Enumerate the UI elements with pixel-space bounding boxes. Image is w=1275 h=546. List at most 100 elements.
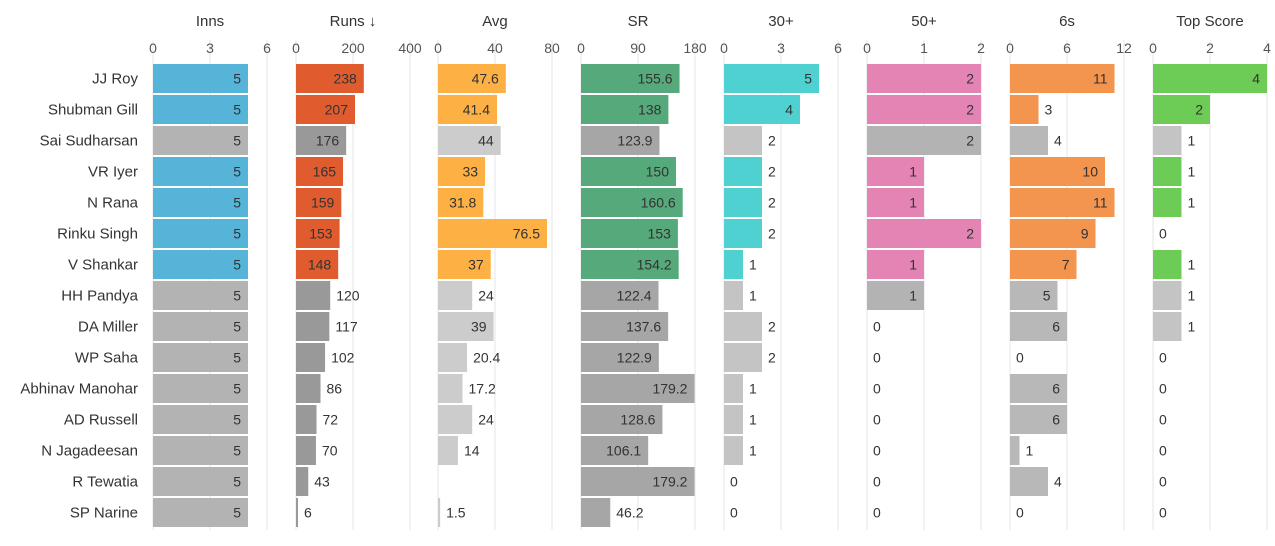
tick-label-sr-1: 90 xyxy=(630,40,646,56)
bar-label-30-ad-russell: 1 xyxy=(749,412,757,428)
bar-label-inns-jj-roy: 5 xyxy=(233,71,241,87)
tick-label-50-0: 0 xyxy=(863,40,871,56)
bar-label-30-da-miller: 2 xyxy=(768,319,776,335)
row-label-r-tewatia: R Tewatia xyxy=(72,474,138,491)
bar-50-vr-iyer xyxy=(867,157,924,186)
bar-label-top-score-wp-saha: 0 xyxy=(1159,350,1167,366)
bar-label-avg-da-miller: 39 xyxy=(471,319,487,335)
bar-inns-sp-narine xyxy=(153,498,248,527)
bar-label-50-ad-russell: 0 xyxy=(873,412,881,428)
bar-label-top-score-da-miller: 1 xyxy=(1188,319,1196,335)
bar-label-top-score-hh-pandya: 1 xyxy=(1188,288,1196,304)
bar-label-50-da-miller: 0 xyxy=(873,319,881,335)
bar-label-avg-wp-saha: 20.4 xyxy=(473,350,500,366)
bar-label-top-score-ad-russell: 0 xyxy=(1159,412,1167,428)
bar-avg-n-jagadeesan xyxy=(438,436,458,465)
bar-sr-jj-roy xyxy=(581,64,680,93)
bar-label-6s-jj-roy: 11 xyxy=(1093,71,1108,87)
bar-runs-r-tewatia xyxy=(296,467,309,496)
bar-label-top-score-n-rana: 1 xyxy=(1188,195,1196,211)
bar-6s-abhinav-manohar xyxy=(1010,374,1067,403)
bar-runs-hh-pandya xyxy=(296,281,331,310)
row-label-abhinav-manohar: Abhinav Manohar xyxy=(20,381,138,398)
bar-label-top-score-vr-iyer: 1 xyxy=(1188,164,1196,180)
tick-label-top-score-2: 4 xyxy=(1263,40,1271,56)
bar-inns-r-tewatia xyxy=(153,467,248,496)
bar-50-jj-roy xyxy=(867,64,981,93)
bar-label-runs-n-rana: 159 xyxy=(311,195,335,211)
bar-sr-sp-narine xyxy=(581,498,611,527)
bar-label-top-score-jj-roy: 4 xyxy=(1252,71,1260,87)
bar-6s-jj-roy xyxy=(1010,64,1115,93)
bar-avg-da-miller xyxy=(438,312,494,341)
bar-50-hh-pandya xyxy=(867,281,924,310)
tick-label-avg-0: 0 xyxy=(434,40,442,56)
tick-label-sr-0: 0 xyxy=(577,40,585,56)
bar-runs-wp-saha xyxy=(296,343,326,372)
bar-50-rinku-singh xyxy=(867,219,981,248)
bar-6s-n-rana xyxy=(1010,188,1115,217)
bar-label-sr-shubman-gill: 138 xyxy=(638,102,662,118)
bar-label-6s-v-shankar: 7 xyxy=(1062,257,1070,273)
bar-sr-da-miller xyxy=(581,312,669,341)
bar-label-runs-wp-saha: 102 xyxy=(331,350,355,366)
bar-label-30-hh-pandya: 1 xyxy=(749,288,757,304)
bar-30-shubman-gill xyxy=(724,95,800,124)
bar-6s-shubman-gill xyxy=(1010,95,1039,124)
bar-runs-n-jagadeesan xyxy=(296,436,316,465)
bar-sr-hh-pandya xyxy=(581,281,659,310)
bar-label-sr-abhinav-manohar: 179.2 xyxy=(652,381,687,397)
row-label-hh-pandya: HH Pandya xyxy=(61,288,138,305)
bar-runs-sai-sudharsan xyxy=(296,126,347,155)
bar-label-50-n-rana: 1 xyxy=(909,195,917,211)
bar-label-runs-abhinav-manohar: 86 xyxy=(327,381,343,397)
bar-label-top-score-v-shankar: 1 xyxy=(1188,257,1196,273)
bar-avg-shubman-gill xyxy=(438,95,497,124)
bar-6s-sai-sudharsan xyxy=(1010,126,1048,155)
bar-runs-jj-roy xyxy=(296,64,364,93)
bar-label-6s-sp-narine: 0 xyxy=(1016,505,1024,521)
bar-label-sr-da-miller: 137.6 xyxy=(626,319,661,335)
bar-avg-jj-roy xyxy=(438,64,506,93)
bar-label-30-jj-roy: 5 xyxy=(804,71,812,87)
bar-label-50-rinku-singh: 2 xyxy=(966,226,974,242)
bar-label-runs-shubman-gill: 207 xyxy=(325,102,349,118)
bar-30-abhinav-manohar xyxy=(724,374,743,403)
tick-label-30-1: 3 xyxy=(777,40,785,56)
row-label-sai-sudharsan: Sai Sudharsan xyxy=(40,133,138,150)
bar-30-da-miller xyxy=(724,312,762,341)
bar-label-sr-v-shankar: 154.2 xyxy=(637,257,672,273)
bar-top-score-da-miller xyxy=(1153,312,1182,341)
bar-inns-shubman-gill xyxy=(153,95,248,124)
bar-label-runs-vr-iyer: 165 xyxy=(313,164,337,180)
bar-avg-n-rana xyxy=(438,188,484,217)
bar-sr-wp-saha xyxy=(581,343,659,372)
bar-inns-vr-iyer xyxy=(153,157,248,186)
bar-label-runs-rinku-singh: 153 xyxy=(309,226,333,242)
bar-label-30-n-jagadeesan: 1 xyxy=(749,443,757,459)
row-label-shubman-gill: Shubman Gill xyxy=(48,102,138,119)
bar-label-6s-wp-saha: 0 xyxy=(1016,350,1024,366)
column-title-50: 50+ xyxy=(911,13,937,30)
bar-6s-r-tewatia xyxy=(1010,467,1048,496)
bar-label-inns-hh-pandya: 5 xyxy=(233,288,241,304)
bar-sr-shubman-gill xyxy=(581,95,669,124)
tick-label-50-2: 2 xyxy=(977,40,985,56)
bar-30-rinku-singh xyxy=(724,219,762,248)
bar-label-sr-sai-sudharsan: 123.9 xyxy=(617,133,652,149)
tick-label-inns-1: 3 xyxy=(206,40,214,56)
bar-label-50-n-jagadeesan: 0 xyxy=(873,443,881,459)
bar-label-avg-sai-sudharsan: 44 xyxy=(478,133,494,149)
bar-label-sr-jj-roy: 155.6 xyxy=(637,71,672,87)
bar-6s-ad-russell xyxy=(1010,405,1067,434)
bar-label-inns-vr-iyer: 5 xyxy=(233,164,241,180)
bar-label-6s-hh-pandya: 5 xyxy=(1043,288,1051,304)
bar-avg-v-shankar xyxy=(438,250,491,279)
bar-label-runs-jj-roy: 238 xyxy=(333,71,357,87)
tick-label-inns-0: 0 xyxy=(149,40,157,56)
bar-label-6s-rinku-singh: 9 xyxy=(1081,226,1089,242)
bar-label-6s-r-tewatia: 4 xyxy=(1054,474,1062,490)
column-title-sr: SR xyxy=(628,13,649,30)
bar-avg-hh-pandya xyxy=(438,281,473,310)
